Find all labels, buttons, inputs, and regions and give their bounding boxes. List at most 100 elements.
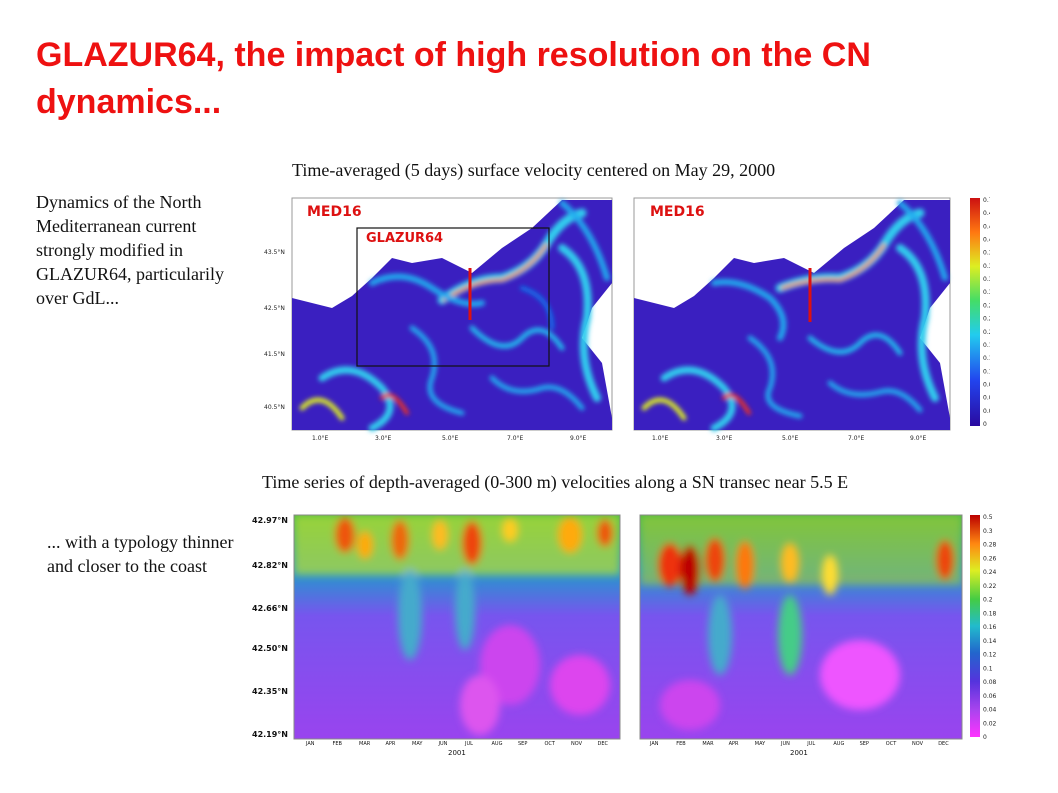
- map-panel-left: MED16 GLAZUR64 43.5°N 42.5°N 41.5°N 40.5…: [262, 188, 624, 444]
- colorbar-tick: 0.09: [983, 381, 990, 388]
- top-caption: Time-averaged (5 days) surface velocity …: [292, 160, 776, 180]
- colorbar-bottom-labels: 0.5 0.3 0.28 0.26 0.24 0.22 0.2 0.18 0.16 0.14 0.1…: [983, 514, 997, 741]
- colorbar-top-labels: 0.7 0.48 0.45 0.42 0.39 0.36 0.33 0.3 0.27 0.24 0.…: [983, 197, 997, 428]
- month-tick: MAY: [412, 741, 423, 747]
- inset-label: GLAZUR64: [366, 231, 443, 246]
- colorbar-tick: 0: [983, 734, 987, 741]
- glazur64-inset-box: [356, 227, 550, 367]
- month-tick: JUN: [780, 741, 790, 747]
- colorbar-tick: 0.42: [983, 237, 990, 244]
- month-tick: APR: [729, 741, 739, 747]
- month-tick: OCT: [545, 741, 556, 747]
- month-tick: MAR: [359, 741, 371, 747]
- month-tick: MAR: [702, 741, 714, 747]
- colorbar-tick: 0.48: [983, 210, 990, 217]
- hovmoller-left-year: 2001: [448, 749, 466, 757]
- colorbar-tick: 0.2: [983, 597, 993, 604]
- lon-tick: 1.0°E: [652, 435, 669, 442]
- lon-tick: 7.0°E: [507, 435, 524, 442]
- colorbar-tick: 0.16: [983, 624, 997, 631]
- slide-title: GLAZUR64, the impact of high resolution …: [36, 36, 871, 121]
- month-tick: JAN: [305, 741, 315, 747]
- month-tick: SEP: [518, 741, 527, 747]
- lon-tick: 5.0°E: [782, 435, 799, 442]
- month-tick: JUL: [464, 741, 473, 747]
- hovmoller-panel: 42.97°N 42.82°N 42.66°N 42.50°N 42.35°N …: [250, 505, 1000, 760]
- map-panel-right: MED16 1.0°E 3.0°E 5.0°E 7.0°E 9.0°E 0.70…: [630, 188, 997, 444]
- colorbar-tick: 0.26: [983, 555, 997, 562]
- bottom-caption: Time series of depth-averaged (0-300 m) …: [262, 472, 849, 492]
- colorbar-tick: 0.21: [983, 329, 990, 336]
- colorbar-top: [970, 198, 980, 426]
- month-tick: NOV: [571, 741, 583, 747]
- month-tick: AUG: [833, 741, 844, 747]
- colorbar-tick: 0.18: [983, 342, 990, 349]
- colorbar-tick: 0.3: [983, 289, 990, 296]
- colorbar-tick: 0.06: [983, 395, 990, 402]
- lat-tick: 42.66°N: [252, 604, 288, 613]
- map-left-lon-ticks: 1.0°E 3.0°E 5.0°E 7.0°E 9.0°E: [312, 435, 587, 442]
- colorbar-tick: 0.22: [983, 583, 997, 590]
- month-tick: MAY: [755, 741, 766, 747]
- hovmoller-lat-ticks: 42.97°N 42.82°N 42.66°N 42.50°N 42.35°N …: [252, 516, 288, 739]
- map-left-label: MED16: [307, 204, 362, 220]
- month-tick: DEC: [598, 741, 609, 747]
- month-tick: APR: [386, 741, 396, 747]
- side-text-typology: ... with a typology thinner and closer t…: [47, 532, 234, 576]
- colorbar-tick: 0.24: [983, 569, 997, 576]
- colorbar-tick: 0.04: [983, 707, 997, 714]
- colorbar-tick: 0.1: [983, 665, 993, 672]
- colorbar-tick: 0.39: [983, 250, 990, 257]
- month-tick: SEP: [860, 741, 869, 747]
- colorbar-tick: 0: [983, 421, 987, 428]
- lat-tick: 41.5°N: [264, 351, 285, 358]
- month-tick: FEB: [333, 741, 343, 747]
- colorbar-tick: 0.03: [983, 408, 990, 415]
- colorbar-tick: 0.08: [983, 679, 997, 686]
- lon-tick: 3.0°E: [716, 435, 733, 442]
- hovmoller-figure: 42.97°N 42.82°N 42.66°N 42.50°N 42.35°N …: [252, 514, 997, 757]
- colorbar-tick: 0.45: [983, 223, 990, 230]
- lat-tick: 43.5°N: [264, 249, 285, 256]
- hovmoller-left-months: JAN FEB MAR APR MAY JUN JUL AUG SEP OCT NOV DEC: [305, 741, 609, 747]
- lat-tick: 42.50°N: [252, 644, 288, 653]
- colorbar-tick: 0.18: [983, 610, 997, 617]
- colorbar-tick: 0.36: [983, 263, 990, 270]
- lat-tick: 42.19°N: [252, 730, 288, 739]
- map-right-label: MED16: [650, 204, 705, 220]
- colorbar-tick: 0.27: [983, 302, 990, 309]
- month-tick: AUG: [492, 741, 503, 747]
- month-tick: DEC: [938, 741, 949, 747]
- lat-tick: 40.5°N: [264, 404, 285, 411]
- colorbar-tick: 0.06: [983, 693, 997, 700]
- month-tick: JUL: [806, 741, 815, 747]
- map-right-figure: MED16 1.0°E 3.0°E 5.0°E 7.0°E 9.0°E 0.70…: [633, 197, 997, 442]
- hovmoller-right-months: JAN FEB MAR APR MAY JUN JUL AUG SEP OCT NOV DEC: [649, 741, 949, 747]
- map-left-lat-ticks: 43.5°N 42.5°N 41.5°N 40.5°N: [264, 249, 285, 411]
- lon-tick: 3.0°E: [375, 435, 392, 442]
- lat-tick: 42.5°N: [264, 305, 285, 312]
- colorbar-tick: 0.02: [983, 720, 997, 727]
- month-tick: JUN: [438, 741, 448, 747]
- colorbar-tick: 0.5: [983, 514, 993, 521]
- colorbar-tick: 0.24: [983, 316, 990, 323]
- colorbar-tick: 0.3: [983, 528, 993, 535]
- lon-tick: 9.0°E: [910, 435, 927, 442]
- side-text-dynamics: Dynamics of the North Mediterranean curr…: [36, 192, 224, 308]
- month-tick: FEB: [676, 741, 686, 747]
- colorbar-tick: 0.14: [983, 638, 997, 645]
- lat-tick: 42.82°N: [252, 561, 288, 570]
- colorbar-tick: 0.28: [983, 542, 997, 549]
- lat-tick: 42.35°N: [252, 687, 288, 696]
- colorbar-tick: 0.15: [983, 355, 990, 362]
- colorbar-tick: 0.12: [983, 652, 997, 659]
- month-tick: NOV: [912, 741, 924, 747]
- colorbar-tick: 0.12: [983, 368, 990, 375]
- colorbar-bottom: [970, 515, 980, 737]
- month-tick: OCT: [886, 741, 897, 747]
- map-right-lon-ticks: 1.0°E 3.0°E 5.0°E 7.0°E 9.0°E: [652, 435, 927, 442]
- lon-tick: 1.0°E: [312, 435, 329, 442]
- lon-tick: 5.0°E: [442, 435, 459, 442]
- lat-tick: 42.97°N: [252, 516, 288, 525]
- colorbar-tick: 0.33: [983, 276, 990, 283]
